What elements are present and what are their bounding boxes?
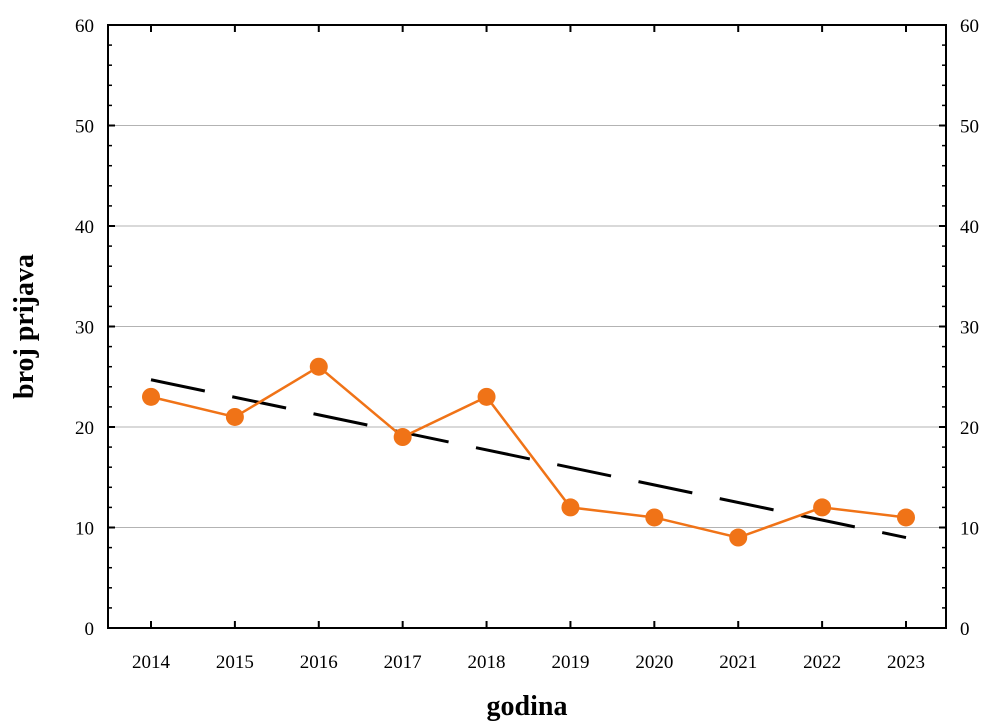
y-tick-labels-right: 0 10 20 30 40 50 60 xyxy=(960,16,979,640)
data-point xyxy=(561,498,580,517)
y-tick-label-right: 0 xyxy=(960,619,970,640)
y-tick-label-left: 0 xyxy=(85,619,95,640)
y-tick-label-left: 60 xyxy=(75,16,94,37)
x-tick-label: 2014 xyxy=(132,652,171,673)
x-tick-label: 2017 xyxy=(384,652,422,673)
major-ticks xyxy=(108,24,946,629)
y-tick-label-left: 30 xyxy=(75,318,94,339)
x-tick-label: 2015 xyxy=(216,652,254,673)
x-tick-label: 2020 xyxy=(635,652,673,673)
gridlines xyxy=(108,125,946,528)
data-point xyxy=(729,528,748,547)
data-point xyxy=(897,508,915,527)
data-point xyxy=(393,428,412,447)
x-tick-label: 2021 xyxy=(719,652,757,673)
series-layer xyxy=(142,357,915,547)
x-tick-label: 2022 xyxy=(803,652,841,673)
x-axis-title: godina xyxy=(487,691,568,722)
y-tick-label-left: 10 xyxy=(75,519,94,540)
y-tick-labels-left: 0 10 20 30 40 50 60 xyxy=(75,16,94,640)
y-tick-label-left: 40 xyxy=(75,217,94,238)
x-tick-label: 2018 xyxy=(468,652,506,673)
data-point xyxy=(645,508,664,527)
data-point xyxy=(813,498,832,517)
x-tick-label: 2019 xyxy=(551,652,589,673)
x-tick-label: 2023 xyxy=(887,652,925,673)
x-tick-label: 2016 xyxy=(300,652,338,673)
y-tick-label-right: 40 xyxy=(960,217,979,238)
y-axis-title: broj prijava xyxy=(9,254,40,399)
y-tick-label-right: 50 xyxy=(960,117,979,138)
data-point xyxy=(477,387,496,406)
trendline xyxy=(150,378,907,540)
series-line xyxy=(150,365,907,539)
y-tick-label-left: 20 xyxy=(75,418,94,439)
y-tick-label-right: 30 xyxy=(960,318,979,339)
y-tick-label-right: 60 xyxy=(960,16,979,37)
data-point xyxy=(309,357,328,376)
x-tick-labels: 2014 2015 2016 2017 2018 2019 2020 2021 2022 2023 xyxy=(132,652,925,673)
y-tick-label-right: 10 xyxy=(960,519,979,540)
y-tick-label-right: 20 xyxy=(960,418,979,439)
data-point xyxy=(142,387,160,406)
y-tick-label-left: 50 xyxy=(75,117,94,138)
data-point xyxy=(225,407,244,426)
plot-frame xyxy=(107,24,947,629)
trendline-layer xyxy=(150,378,907,540)
